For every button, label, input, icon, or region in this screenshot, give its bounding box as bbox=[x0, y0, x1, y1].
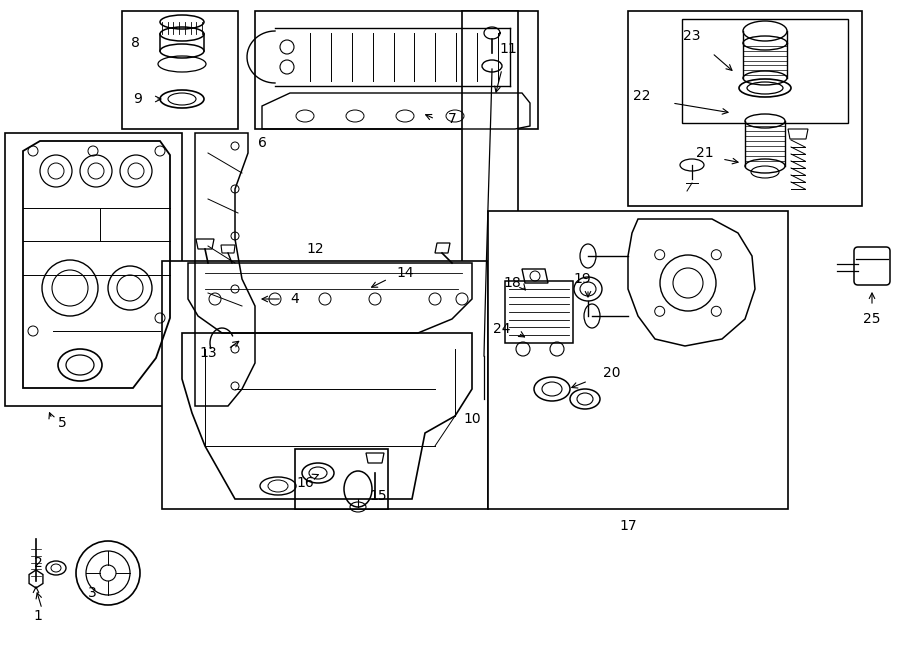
Bar bbox=[122, 11, 238, 129]
Text: 21: 21 bbox=[697, 146, 714, 160]
Bar bbox=[255, 11, 538, 129]
Text: 15: 15 bbox=[369, 489, 387, 503]
Bar bbox=[295, 449, 388, 509]
Text: 5: 5 bbox=[58, 416, 67, 430]
Text: 6: 6 bbox=[257, 136, 266, 150]
FancyBboxPatch shape bbox=[854, 247, 890, 285]
Text: 14: 14 bbox=[396, 266, 414, 280]
Text: 3: 3 bbox=[87, 586, 96, 600]
Text: 1: 1 bbox=[33, 609, 42, 623]
Text: 12: 12 bbox=[306, 242, 324, 256]
Text: 19: 19 bbox=[573, 272, 591, 286]
Text: 24: 24 bbox=[493, 322, 510, 336]
Text: 9: 9 bbox=[133, 92, 142, 106]
Bar bbox=[462, 11, 518, 406]
Bar bbox=[488, 211, 788, 509]
Bar bbox=[162, 261, 488, 509]
Text: 23: 23 bbox=[683, 29, 701, 43]
Text: 11: 11 bbox=[500, 42, 517, 56]
Bar bbox=[682, 19, 848, 123]
Text: 20: 20 bbox=[603, 366, 621, 380]
Text: 4: 4 bbox=[291, 292, 300, 306]
Text: 17: 17 bbox=[619, 519, 637, 533]
Text: 22: 22 bbox=[634, 89, 651, 103]
Bar bbox=[505, 281, 573, 343]
Text: 10: 10 bbox=[464, 412, 481, 426]
Text: 18: 18 bbox=[503, 276, 521, 290]
Bar bbox=[5, 133, 182, 406]
Text: 2: 2 bbox=[33, 556, 42, 570]
Text: 25: 25 bbox=[863, 312, 881, 326]
Text: 16: 16 bbox=[296, 476, 314, 490]
Text: 8: 8 bbox=[130, 36, 140, 50]
Text: 13: 13 bbox=[199, 346, 217, 360]
Text: 7: 7 bbox=[447, 112, 456, 126]
Bar bbox=[628, 11, 862, 206]
